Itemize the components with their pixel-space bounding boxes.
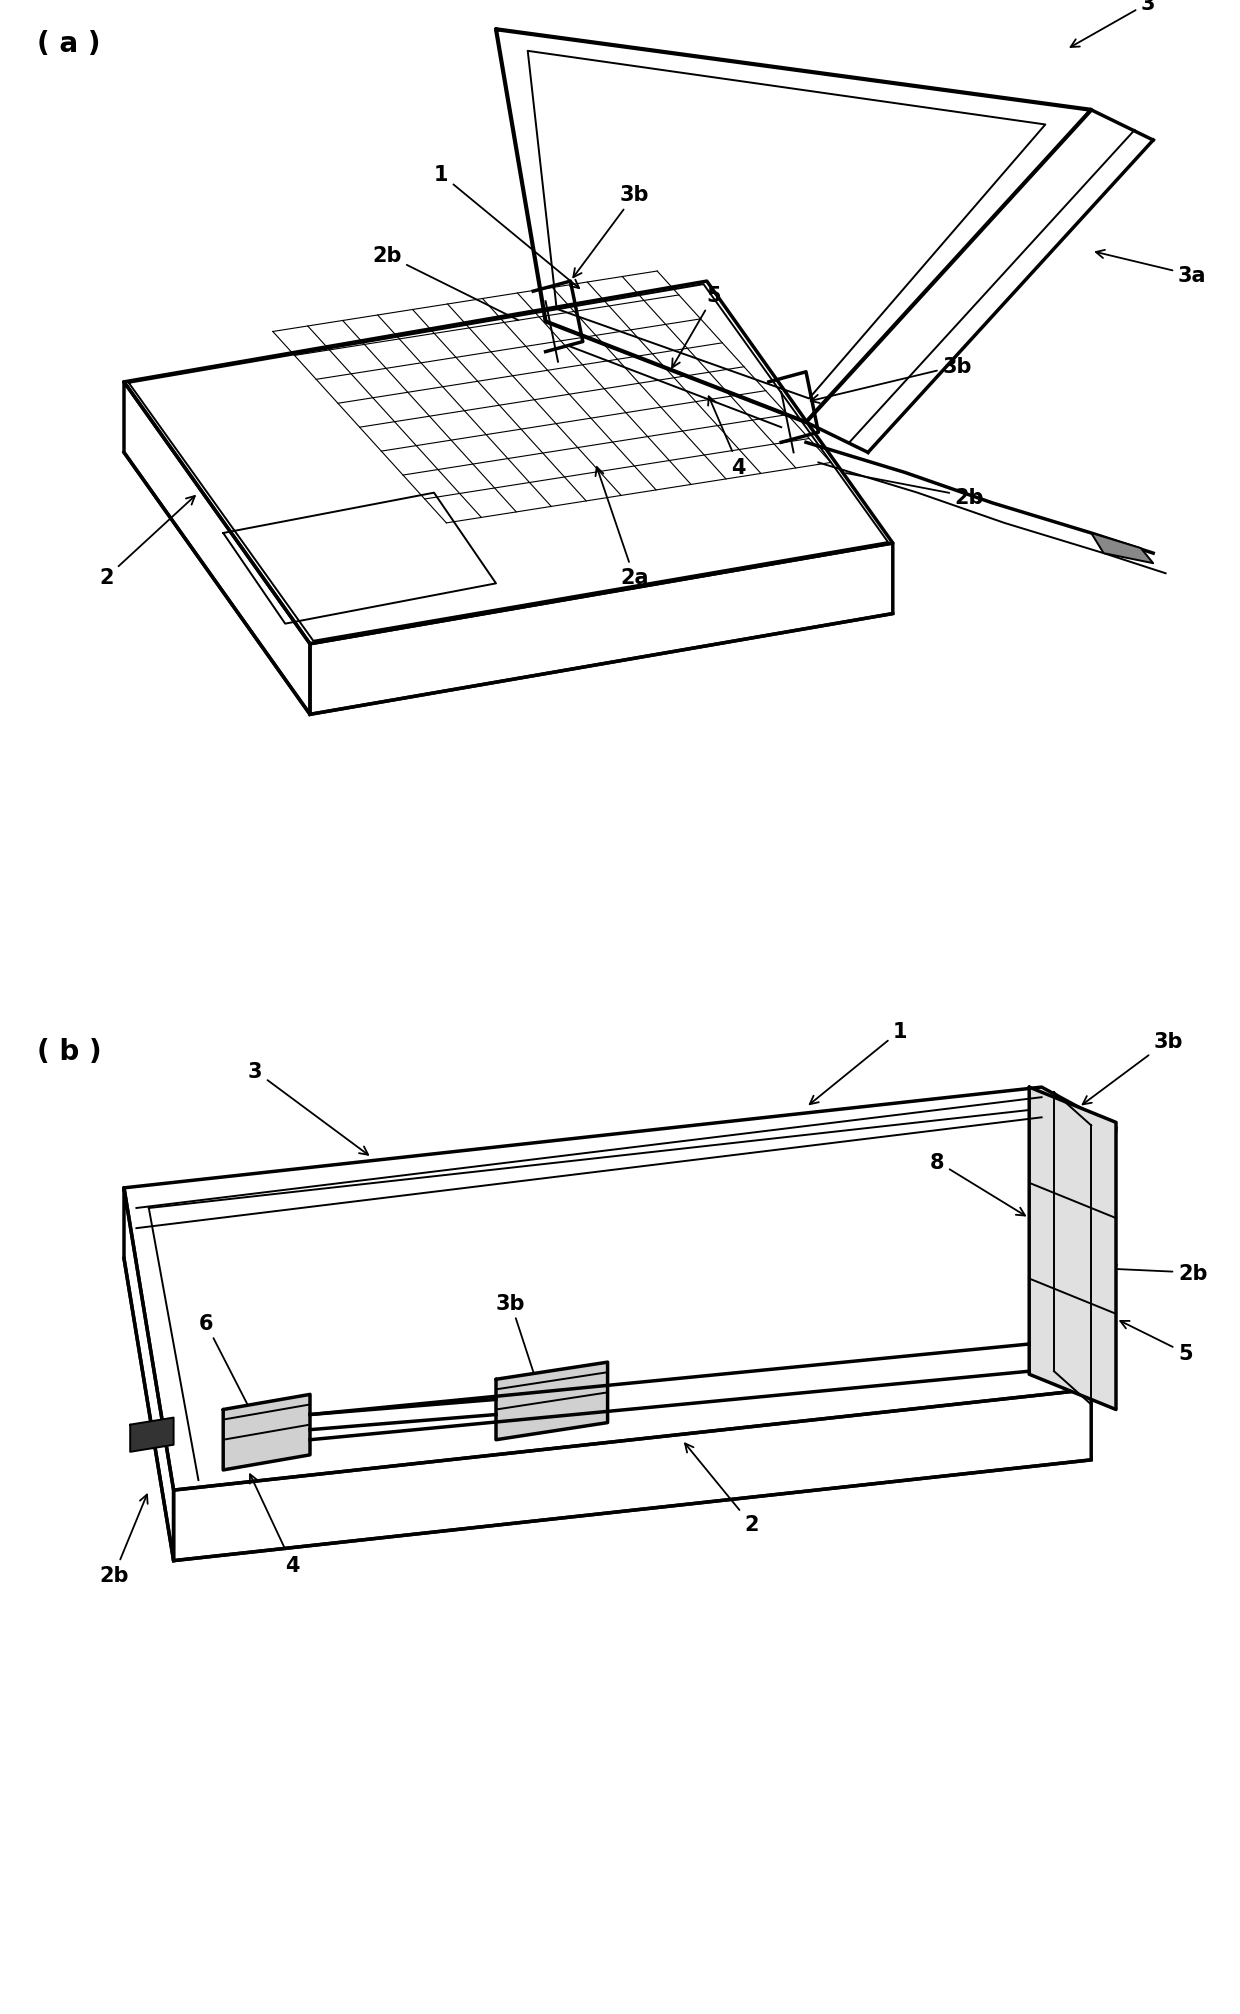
Polygon shape: [124, 1188, 174, 1561]
Text: 3a: 3a: [1096, 252, 1207, 286]
Text: 3b: 3b: [573, 185, 650, 278]
Polygon shape: [496, 30, 1091, 423]
Polygon shape: [310, 544, 893, 715]
Text: 2b: 2b: [99, 1494, 148, 1585]
Text: 5: 5: [672, 286, 722, 369]
Text: 1: 1: [810, 1021, 908, 1104]
Text: 3: 3: [248, 1061, 368, 1156]
Polygon shape: [1029, 1088, 1116, 1410]
Text: 3b: 3b: [496, 1293, 546, 1406]
Text: 2: 2: [99, 497, 195, 588]
Polygon shape: [124, 1088, 1116, 1490]
Polygon shape: [223, 1394, 310, 1470]
Text: 2b: 2b: [846, 473, 985, 508]
Text: 3b: 3b: [1083, 1031, 1183, 1106]
Text: 4: 4: [249, 1474, 300, 1575]
Polygon shape: [130, 1418, 174, 1452]
Text: 6: 6: [198, 1313, 258, 1426]
Text: 5: 5: [1120, 1321, 1193, 1363]
Text: 2: 2: [684, 1444, 759, 1535]
Text: ( a ): ( a ): [37, 30, 100, 58]
Polygon shape: [496, 1361, 608, 1440]
Polygon shape: [1091, 534, 1153, 564]
Text: 2b: 2b: [372, 246, 518, 320]
Polygon shape: [124, 383, 310, 715]
Text: 1: 1: [434, 165, 579, 288]
Text: 8: 8: [930, 1152, 1025, 1216]
Text: 3b: 3b: [811, 356, 972, 403]
Text: 2a: 2a: [595, 467, 649, 588]
Polygon shape: [124, 282, 893, 644]
Text: ( b ): ( b ): [37, 1037, 102, 1065]
Polygon shape: [174, 1390, 1091, 1561]
Text: 3: 3: [1070, 0, 1156, 48]
Text: 4: 4: [708, 397, 746, 477]
Text: 2b: 2b: [1109, 1263, 1208, 1283]
